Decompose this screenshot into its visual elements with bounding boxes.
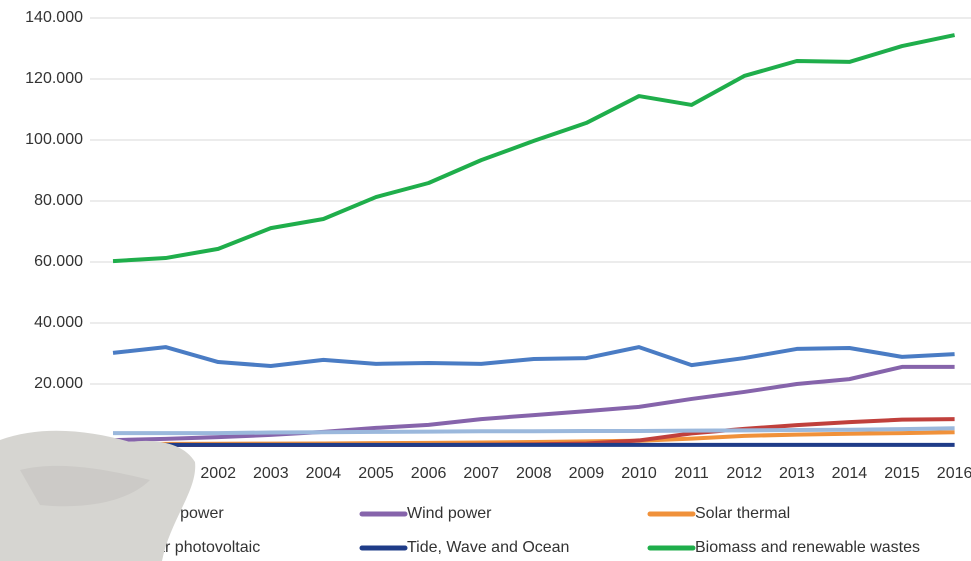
y-tick-label: 140.000 bbox=[25, 9, 83, 26]
x-tick-label: 2015 bbox=[884, 465, 920, 482]
x-tick-label: 2003 bbox=[253, 465, 289, 482]
y-tick-label: 20.000 bbox=[34, 375, 83, 392]
y-tick-label: 40.000 bbox=[34, 314, 83, 331]
legend-label: Tide, Wave and Ocean bbox=[407, 539, 569, 556]
series-line bbox=[113, 426, 955, 436]
x-tick-label: 2007 bbox=[463, 465, 499, 482]
x-tick-label: 2013 bbox=[779, 465, 815, 482]
x-tick-label: 2010 bbox=[621, 465, 657, 482]
series-line bbox=[112, 33, 956, 264]
x-tick-label: 2009 bbox=[569, 465, 605, 482]
x-tick-label: 2005 bbox=[358, 465, 394, 482]
x-tick-label: 2008 bbox=[516, 465, 552, 482]
legend-label: Biomass and renewable wastes bbox=[695, 539, 920, 556]
y-tick-label: 80.000 bbox=[34, 192, 83, 209]
x-tick-label: 2006 bbox=[411, 465, 447, 482]
x-tick-label: 2012 bbox=[726, 465, 762, 482]
y-tick-label: 60.000 bbox=[34, 253, 83, 270]
x-tick-label: 2014 bbox=[832, 465, 868, 482]
series-line bbox=[112, 364, 955, 443]
x-tick-label: 2016 bbox=[937, 465, 971, 482]
x-tick-label: 2002 bbox=[200, 465, 236, 482]
legend-label: Solar thermal bbox=[695, 505, 790, 522]
series-line bbox=[112, 345, 955, 369]
occluding-shadow bbox=[20, 465, 150, 507]
y-tick-label: 120.000 bbox=[25, 70, 83, 87]
y-tick-label: 100.000 bbox=[25, 131, 83, 148]
legend-label: Wind power bbox=[407, 505, 492, 522]
x-tick-label: 2004 bbox=[306, 465, 342, 482]
x-tick-label: 2011 bbox=[674, 465, 709, 482]
